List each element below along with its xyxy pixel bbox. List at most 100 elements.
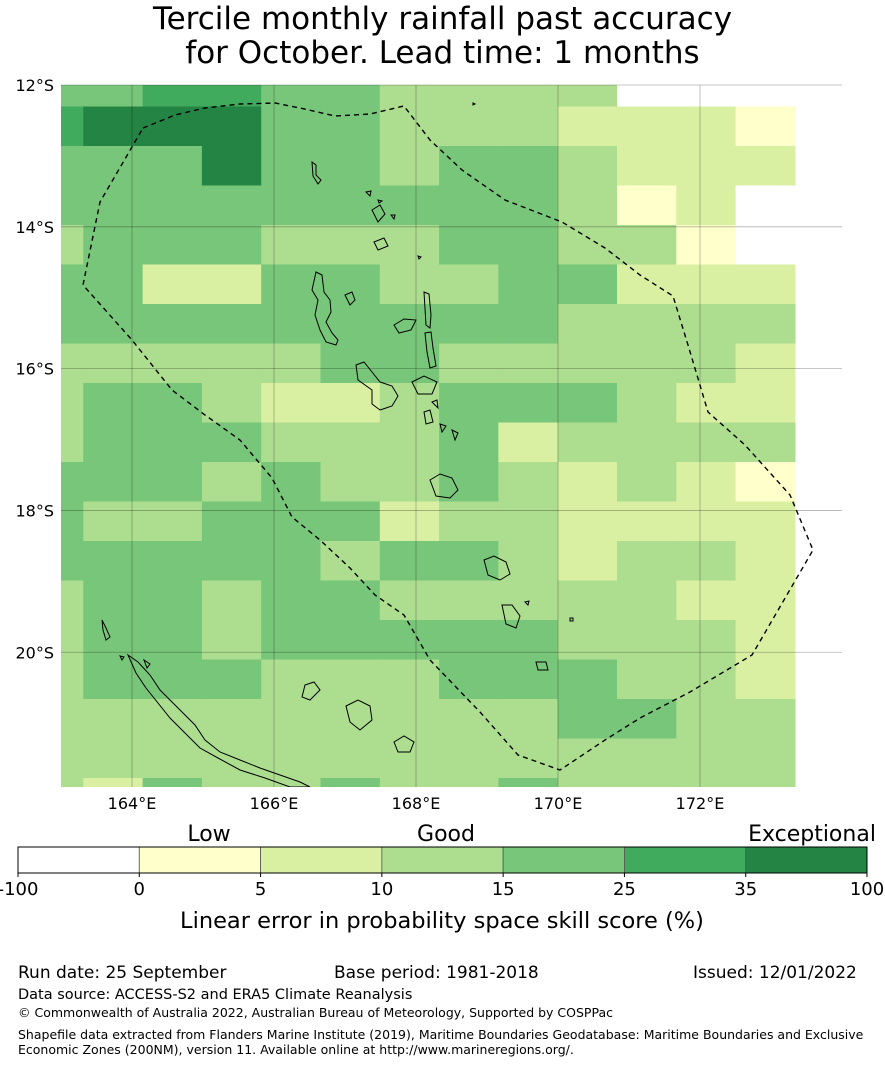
- grid-cell: [498, 185, 559, 226]
- grid-cell: [83, 185, 144, 226]
- grid-cell: [83, 620, 144, 661]
- grid-cell: [557, 225, 618, 266]
- grid-cell: [261, 146, 322, 187]
- grid-cell: [261, 106, 322, 147]
- island-maewo: [423, 291, 432, 329]
- grid-cell: [320, 462, 381, 503]
- colorbar-tick-label: -100: [0, 879, 38, 900]
- grid-cell: [617, 146, 677, 187]
- grid-cell: [142, 778, 203, 787]
- grid-cell: [201, 343, 262, 384]
- colorbar-ticks: -100 0 5 10 15 25 35 100: [0, 873, 884, 900]
- grid-cell: [617, 659, 677, 700]
- grid-cell: [83, 699, 144, 740]
- grid-cell: [676, 85, 737, 108]
- grid-cell: [201, 699, 262, 740]
- colorbar-segment: [17, 846, 140, 874]
- grid-cell: [379, 501, 440, 542]
- grid-cell: [498, 146, 559, 187]
- island-walpole: [119, 655, 125, 661]
- grid-cell: [557, 659, 618, 700]
- grid-cell: [320, 185, 381, 226]
- grid-cell: [201, 659, 262, 700]
- grid-cell: [676, 146, 737, 187]
- grid-cell: [617, 501, 677, 542]
- grid-cell: [61, 738, 84, 779]
- grid-cell: [676, 620, 737, 661]
- grid-cell: [201, 422, 262, 463]
- grid-cell: [735, 778, 796, 787]
- grid-cell: [676, 462, 737, 503]
- grid-cell: [261, 778, 322, 787]
- island-reef: [472, 102, 477, 106]
- grid-cell: [261, 304, 322, 345]
- skill-score-grid: [61, 85, 796, 976]
- grid-cell: [617, 264, 677, 305]
- island-efate: [429, 473, 459, 499]
- island-mare: [393, 735, 415, 753]
- grid-cell: [61, 620, 84, 661]
- colorbar-tick-label: 15: [492, 879, 515, 900]
- grid-cell: [439, 225, 499, 266]
- grid-cell: [557, 699, 618, 740]
- grid-cell: [617, 383, 677, 424]
- grid-cell: [617, 936, 677, 976]
- grid-cell: [735, 620, 796, 661]
- grid-cell: [61, 304, 84, 345]
- grid-cell: [201, 106, 262, 147]
- grid-cell: [142, 501, 203, 542]
- island-vanua-lava: [371, 204, 386, 223]
- grid-cell: [379, 264, 440, 305]
- grid-cell: [83, 897, 143, 937]
- colorbar-tick-label: 25: [613, 879, 636, 900]
- grid-cell: [439, 659, 499, 700]
- grid-cell: [498, 462, 559, 503]
- grid-cell: [617, 304, 677, 345]
- grid-cell: [557, 580, 618, 621]
- grid-cell: [735, 738, 796, 779]
- grid-cell: [617, 462, 677, 503]
- grid-cell: [320, 225, 381, 266]
- island-lifou: [345, 699, 373, 731]
- grid-cell: [320, 85, 381, 108]
- grid-cell: [439, 146, 499, 187]
- grid-cell: [557, 343, 618, 384]
- grid-cell: [498, 738, 559, 779]
- latitude-labels: 12°S 14°S 16°S 18°S 20°S: [15, 76, 54, 662]
- grid-cell: [735, 185, 796, 226]
- grid-cell: [439, 778, 499, 787]
- grid-cell: [83, 778, 144, 787]
- grid-cell: [498, 659, 559, 700]
- grid-cell: [617, 738, 677, 779]
- grid-cell: [617, 85, 677, 108]
- colorbar-label-low: Low: [187, 822, 230, 847]
- colorbar-segment: [381, 846, 504, 874]
- grid-cell: [379, 146, 440, 187]
- grid-cell: [439, 738, 499, 779]
- grid-cell: [498, 699, 559, 740]
- island-emae: [451, 429, 459, 442]
- grid-cell: [142, 225, 203, 266]
- grid-cell: [142, 85, 203, 108]
- grid-cell: [379, 778, 440, 787]
- grid-cell: [735, 501, 796, 542]
- grid-cell: [61, 225, 84, 266]
- grid-cell: [439, 501, 499, 542]
- island-tongoa: [439, 423, 447, 434]
- grid-cell: [557, 304, 618, 345]
- grid-cell: [617, 580, 677, 621]
- grid-cell: [379, 659, 440, 700]
- grid-cell: [735, 225, 796, 266]
- longitude-tick-label: 168°E: [392, 794, 441, 813]
- grid-cell: [61, 146, 84, 187]
- grid-cell: [261, 501, 322, 542]
- grid-cell: [498, 304, 559, 345]
- grid-cell: [439, 106, 499, 147]
- grid-cell: [261, 264, 322, 305]
- latitude-tick-label: 20°S: [15, 643, 54, 662]
- grid-cell: [83, 501, 144, 542]
- grid-cell: [142, 343, 203, 384]
- grid-cell: [498, 343, 559, 384]
- grid-cell: [736, 897, 796, 937]
- grid-cell: [498, 383, 559, 424]
